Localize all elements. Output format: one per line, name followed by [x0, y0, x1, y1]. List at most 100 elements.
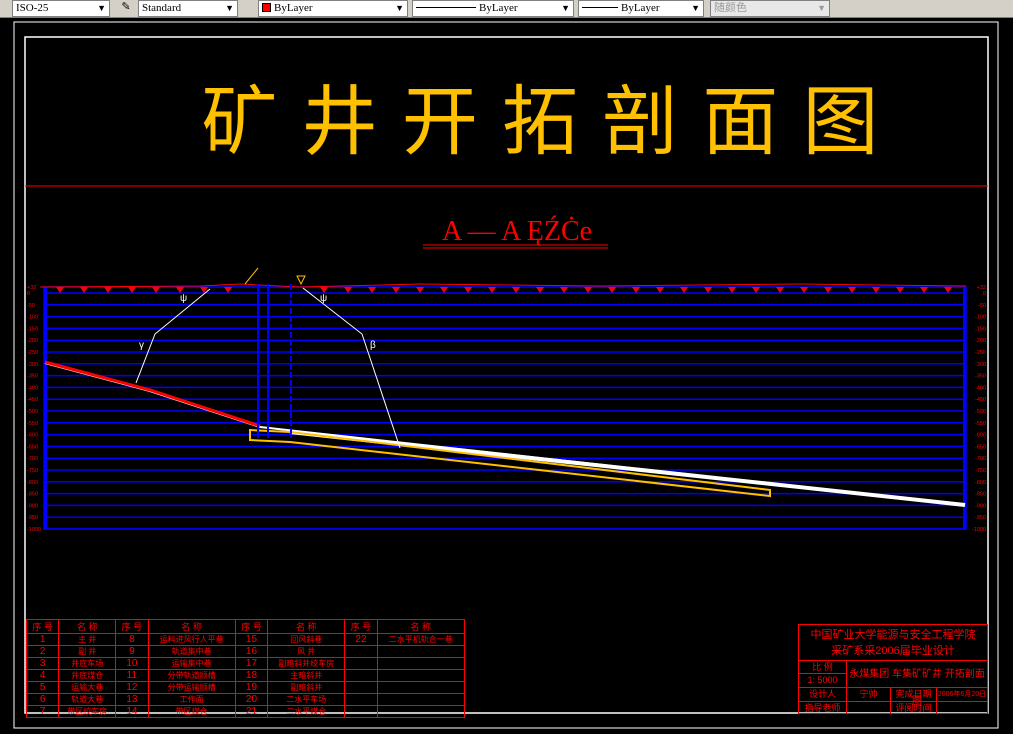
surface-triangle-marker	[416, 287, 424, 293]
legend-cell	[344, 705, 378, 718]
lineweight-dropdown[interactable]: ByLayer ▼	[578, 0, 704, 17]
elevation-label: -1000	[27, 527, 41, 533]
scale-value: 1: 5000	[799, 674, 847, 688]
legend-cell: 主 井	[58, 633, 117, 646]
legend-cell: 21	[234, 705, 269, 718]
legend-cell: 回风斜巷	[267, 633, 346, 646]
title-block: 中国矿业大学能源与安全工程学院 采矿系采2006届毕业设计 比 例 1: 5000…	[798, 624, 988, 714]
elevation-label: -100	[27, 315, 38, 321]
elevation-label: -650	[27, 444, 38, 450]
surface-triangle-marker	[176, 287, 184, 293]
color-dropdown[interactable]: ByLayer ▼	[258, 0, 408, 17]
surface-triangle-marker	[152, 287, 160, 293]
surface-triangle-marker	[320, 287, 328, 293]
boundary-line-left	[135, 288, 211, 384]
left-axis-bar	[44, 287, 47, 529]
angle-label-beta: β	[370, 340, 376, 351]
angle-label-psi: ψ	[320, 293, 327, 304]
ground-surface-line	[39, 283, 967, 288]
elevation-label: -550	[27, 421, 38, 427]
text-style-icon[interactable]: ✎	[121, 1, 131, 13]
elevation-label: 0	[983, 291, 986, 297]
surface-triangle-marker	[200, 287, 208, 293]
elevation-label: -950	[27, 515, 38, 521]
legend-cell: 副 井	[58, 645, 117, 658]
legend-cell: 风 井	[267, 645, 346, 658]
drawing-name: 永煤集团 车集矿矿井 开拓剖面图	[847, 661, 987, 707]
surface-triangle-marker	[584, 287, 592, 293]
surface-triangle-marker	[872, 287, 880, 293]
legend-cell: 11	[115, 669, 149, 682]
legend-cell: 19	[234, 681, 269, 694]
dimension-style-dropdown[interactable]: ISO-25 ▼	[12, 0, 110, 17]
text-style-dropdown[interactable]: Standard ▼	[138, 0, 238, 17]
legend-cell: 10	[115, 657, 149, 670]
legend-header-cell: 序 号	[234, 619, 269, 634]
legend-cell: 7	[25, 705, 60, 718]
elevation-label: 0	[27, 291, 30, 297]
lineweight-preview	[582, 7, 618, 8]
legend-cell: 带区绞车房	[58, 705, 117, 718]
scale-label: 比 例	[799, 661, 847, 674]
legend-header-cell: 序 号	[115, 619, 149, 634]
legend-header-cell: 序 号	[344, 619, 378, 634]
legend-cell	[376, 669, 466, 682]
elevation-label: -950	[975, 515, 986, 521]
surface-triangle-marker	[104, 287, 112, 293]
surface-triangle-marker	[560, 287, 568, 293]
elevation-grid	[43, 286, 967, 530]
advisor-name	[847, 702, 891, 714]
linetype-dropdown[interactable]: ByLayer ▼	[412, 0, 574, 17]
linetype-preview	[416, 7, 476, 8]
legend-header-cell: 名 称	[376, 619, 466, 634]
legend-cell: 4	[25, 669, 60, 682]
chevron-down-icon: ▼	[561, 3, 570, 13]
elevation-label: -100	[975, 315, 986, 321]
legend-cell: 井底车场	[58, 657, 117, 670]
grid-frame	[43, 286, 967, 530]
surface-triangle-marker	[80, 287, 88, 293]
surface-triangle-marker	[440, 287, 448, 293]
legend-cell	[344, 693, 378, 706]
legend-cell: 分带轨道顺槽	[147, 669, 236, 682]
color-swatch	[262, 3, 271, 12]
surface-markers	[56, 287, 952, 293]
legend-cell: 12	[115, 681, 149, 694]
elevation-label: -850	[975, 492, 986, 498]
legend-cell	[376, 657, 466, 670]
legend-header-cell: 名 称	[58, 619, 117, 634]
surface-triangle-marker	[656, 287, 664, 293]
drawing-canvas[interactable]: 矿 井 开 拓 剖 面 图 A — A ĘŹĊe +32 +320 0-50 -50-…	[0, 18, 1013, 734]
surface-triangle-marker	[848, 287, 856, 293]
surface-triangle-marker	[728, 287, 736, 293]
angle-label-psi: ψ	[180, 293, 187, 304]
designer-label: 设计人	[799, 688, 847, 702]
legend-cell: 1	[25, 633, 60, 646]
review-label: 评阅时间	[891, 702, 937, 714]
legend-row: 5 运输大巷 12 分带运输顺槽 19 副暗斜井	[25, 681, 466, 694]
elevation-label: -150	[27, 326, 38, 332]
title-block-header: 中国矿业大学能源与安全工程学院 采矿系采2006届毕业设计	[799, 625, 987, 661]
elevation-label: -850	[27, 492, 38, 498]
elevation-label: -400	[975, 385, 986, 391]
elevation-label: -600	[27, 433, 38, 439]
legend-row: 6 轨道大巷 13 工作面 20 二水平车场	[25, 693, 466, 706]
elevation-label: -300	[27, 362, 38, 368]
legend-cell: 6	[25, 693, 60, 706]
color-value: ByLayer	[274, 2, 313, 14]
elevation-label: +32	[977, 285, 986, 291]
completion-date: 2006年6月20日	[937, 688, 987, 702]
surface-triangle-marker	[608, 287, 616, 293]
elevation-label: -250	[27, 350, 38, 356]
design-class: 采矿系采2006届毕业设计	[831, 645, 955, 657]
legend-cell: 轨道大巷	[58, 693, 117, 706]
legend-cell	[376, 693, 466, 706]
elevation-label: -800	[975, 480, 986, 486]
elevation-label: -500	[27, 409, 38, 415]
legend-cell: 副暗斜井	[267, 681, 346, 694]
drawing-title: 矿 井 开 拓 剖 面 图	[202, 77, 879, 166]
boundary-line-right	[302, 287, 401, 449]
surface-triangle-marker	[824, 287, 832, 293]
elevation-label: -50	[978, 303, 986, 309]
